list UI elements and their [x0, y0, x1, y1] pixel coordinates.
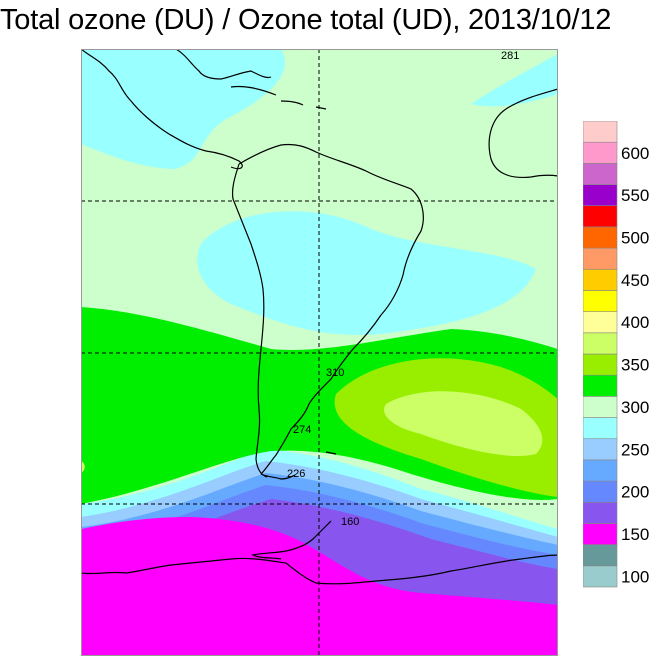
legend-swatch-350 [583, 353, 618, 376]
contour-label-3: 274 [293, 424, 311, 436]
legend-swatch-600 [583, 141, 618, 164]
legend-swatch-275 [583, 417, 618, 440]
ozone-band-275-300-north [81, 49, 285, 169]
legend-tick-label: 100 [621, 567, 649, 586]
legend-swatch-300 [583, 396, 618, 418]
legend-tick-label: 150 [621, 525, 649, 544]
graticule [81, 49, 558, 656]
legend-tick-label: 450 [621, 271, 649, 290]
legend-swatch-525 [583, 205, 618, 228]
antarctic-peninsula [251, 520, 332, 560]
legend-swatch-450 [583, 268, 618, 291]
legend-swatch-125 [583, 544, 618, 567]
south-america-coast [238, 143, 424, 475]
legend-tick-label: 600 [621, 144, 649, 163]
legend-tick-label: 400 [621, 313, 649, 332]
ozone-band-375-400 [384, 391, 543, 457]
ozone-band-275-300-ne [471, 54, 558, 107]
legend-swatch-175 [583, 501, 618, 524]
antarctica-coast [81, 554, 558, 585]
ozone-band-150-175 [81, 504, 558, 656]
color-legend: 100 150 200 250 300 350 400 450 500 550 600 [583, 121, 649, 588]
legend-tick-label: 200 [621, 483, 649, 502]
map-title: Total ozone (DU) / Ozone total (UD), 201… [0, 4, 612, 36]
falkland-islands [325, 451, 337, 455]
legend-swatch-375 [583, 332, 618, 355]
legend-swatch-625 [583, 121, 618, 143]
legend-swatches [583, 121, 618, 588]
legend-swatch-500 [583, 226, 618, 249]
legend-swatch-250 [583, 438, 618, 461]
legend-swatch-225 [583, 459, 618, 482]
legend-swatch-425 [583, 290, 618, 312]
legend-tick-label: 500 [621, 229, 649, 248]
legend-swatch-100 [583, 565, 618, 588]
africa-coast [488, 88, 558, 179]
legend-swatch-475 [583, 247, 618, 270]
tierra-del-fuego [260, 473, 296, 480]
ozone-map: 281 310 274 226 160 [81, 49, 558, 656]
legend-tick-label: 350 [621, 356, 649, 375]
contour-label-4: 226 [287, 468, 305, 480]
north-america-coast [175, 49, 272, 80]
legend-swatch-400 [583, 311, 618, 334]
legend-ticks: 100 150 200 250 300 350 400 450 500 550 600 [621, 144, 649, 587]
legend-tick-label: 550 [621, 186, 649, 205]
pacific-coast [231, 163, 268, 478]
legend-swatch-150 [583, 523, 618, 545]
contour-label-5: 160 [341, 516, 359, 528]
ozone-band-325-350-west [81, 419, 102, 485]
legend-swatch-325 [583, 374, 618, 397]
ozone-band-275-300-center [197, 211, 536, 335]
contour-label-1: 281 [501, 50, 519, 62]
legend-swatch-575 [583, 163, 618, 185]
coastlines [81, 49, 558, 585]
central-america-coast [81, 49, 243, 170]
caribbean-islands [230, 85, 327, 110]
legend-swatch-550 [583, 184, 618, 207]
legend-tick-label: 300 [621, 398, 649, 417]
contour-label-2: 310 [326, 367, 344, 379]
legend-tick-label: 250 [621, 440, 649, 459]
map-frame [81, 49, 558, 656]
legend-swatch-200 [583, 480, 618, 503]
